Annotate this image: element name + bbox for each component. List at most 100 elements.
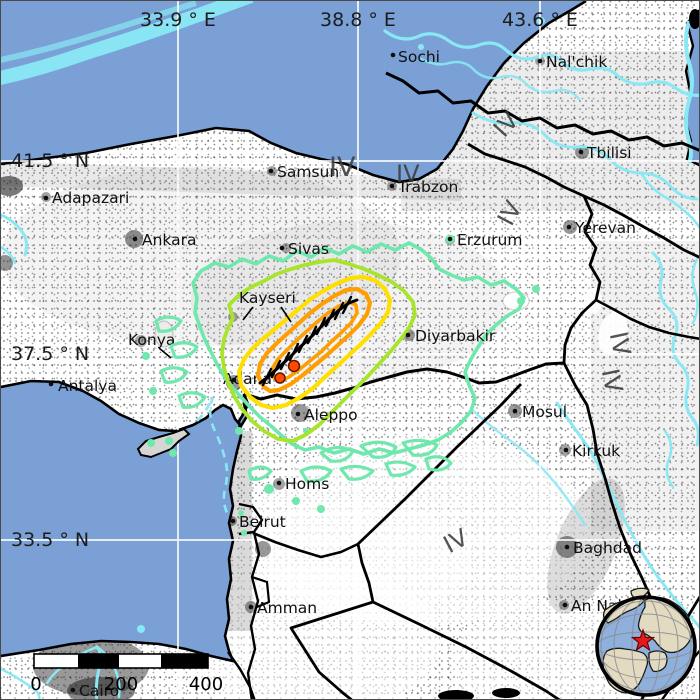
city-dot bbox=[447, 236, 453, 242]
city-label: Erzurum bbox=[457, 231, 522, 249]
city-label: Diyarbakir bbox=[415, 327, 496, 345]
border-caucasus bbox=[385, 71, 699, 152]
river-path bbox=[1, 245, 17, 265]
city-label: Konya bbox=[128, 331, 175, 349]
axis-label-lon: 43.6 ° E bbox=[502, 9, 578, 31]
city-dot bbox=[70, 687, 76, 693]
city-label: Beirut bbox=[239, 513, 286, 531]
blacksea-shelf-band bbox=[1, 1, 254, 86]
city-label: Baghdad bbox=[573, 539, 642, 557]
city-label: Yerevan bbox=[574, 219, 636, 237]
reservoir bbox=[492, 688, 520, 698]
river-path bbox=[651, 251, 699, 447]
axis-label-lat: 37.5 ° N bbox=[11, 343, 89, 365]
river-path bbox=[419, 57, 581, 101]
plate-boundary-dashed bbox=[196, 396, 229, 514]
label-leader-lines bbox=[158, 306, 292, 359]
city-label: Kirkuk bbox=[572, 442, 620, 460]
city-label: Nal'chik bbox=[546, 53, 607, 71]
epicenter-dot bbox=[274, 372, 286, 384]
border-jordan-zigzag bbox=[289, 543, 375, 699]
city-dot bbox=[563, 447, 569, 453]
city-dot bbox=[43, 195, 49, 201]
fault-hatches bbox=[261, 295, 353, 387]
scale-tick: 200 bbox=[104, 674, 138, 695]
city-label: Cairo bbox=[79, 682, 119, 700]
city-label: Sivas bbox=[288, 240, 329, 258]
city-label: Ankara bbox=[142, 231, 197, 249]
city-dot bbox=[390, 52, 396, 58]
border-israel-jordan bbox=[246, 531, 261, 699]
black-sea-coastline bbox=[1, 1, 587, 184]
city-dot bbox=[230, 518, 236, 524]
city-dot bbox=[564, 544, 570, 550]
reservoir bbox=[438, 690, 474, 699]
river-path bbox=[639, 171, 699, 230]
scale-bar-segment bbox=[78, 654, 119, 668]
blacksea-shelf-band2 bbox=[1, 1, 197, 63]
seas bbox=[1, 1, 699, 663]
river-path-tigris bbox=[555, 401, 699, 629]
river-path-euphrates bbox=[469, 407, 587, 527]
axis-label-lon: 38.8 ° E bbox=[320, 9, 396, 31]
city-dot bbox=[512, 408, 518, 414]
city-dot bbox=[389, 183, 395, 189]
axis-label-lat: 33.5 ° N bbox=[11, 529, 89, 551]
axis-label-lat: 41.5 ° N bbox=[11, 150, 89, 172]
border-syria-iraq bbox=[357, 383, 523, 546]
border-armenia-iran bbox=[562, 195, 602, 364]
city-dot bbox=[248, 604, 254, 610]
contour-intensity-iv bbox=[191, 241, 526, 456]
city-label: Sochi bbox=[398, 48, 440, 66]
epicenters bbox=[274, 359, 301, 384]
intensity-label: IV bbox=[396, 160, 420, 188]
epicenter-dot bbox=[287, 359, 301, 373]
river-path bbox=[95, 645, 121, 699]
border-westbank bbox=[251, 575, 271, 609]
scale-bar-segment bbox=[161, 654, 208, 668]
city-label: Tbilisi bbox=[586, 144, 632, 162]
globe-epicenter-star bbox=[630, 628, 656, 652]
river-path bbox=[471, 111, 699, 201]
border-lebanon bbox=[238, 502, 264, 536]
river-path bbox=[663, 429, 675, 489]
fault-rupture bbox=[258, 295, 359, 387]
river-path bbox=[383, 29, 699, 97]
coast-blob bbox=[689, 9, 699, 29]
city-label: Homs bbox=[285, 475, 329, 493]
border-syria-jordan bbox=[252, 531, 359, 559]
contour-intensity-vi bbox=[236, 274, 393, 411]
intensity-label: IV bbox=[329, 152, 356, 183]
city-dot bbox=[405, 332, 411, 338]
city-label: Mosul bbox=[522, 403, 567, 421]
scale-bar: 0 200 400 bbox=[30, 653, 223, 695]
city-label: Trabzon bbox=[397, 178, 458, 196]
river-path bbox=[691, 257, 699, 325]
rivers bbox=[1, 17, 699, 699]
city-dot bbox=[279, 245, 285, 251]
contour-intensity-v bbox=[220, 258, 417, 443]
intensity-contours bbox=[142, 234, 540, 536]
river-path bbox=[1, 213, 29, 257]
border-iraq-saudi bbox=[372, 600, 561, 699]
city-label: Samsun bbox=[277, 163, 339, 181]
border-egypt-israel bbox=[227, 651, 256, 699]
city-label: Antalya bbox=[58, 377, 117, 395]
city-dot bbox=[132, 236, 138, 242]
city-dot bbox=[48, 381, 54, 387]
border-azerbaijan-iran bbox=[595, 298, 699, 340]
city-markers bbox=[43, 52, 584, 693]
city-dot bbox=[566, 224, 572, 230]
axis-label-lon: 33.9 ° E bbox=[140, 9, 216, 31]
contour-intensity-viii bbox=[270, 300, 359, 383]
city-dot bbox=[276, 480, 282, 486]
globe-ring bbox=[595, 595, 697, 697]
city-dot bbox=[578, 149, 584, 155]
contour-intensity-vii bbox=[255, 286, 373, 394]
scale-tick: 400 bbox=[189, 674, 223, 695]
city-dot bbox=[268, 168, 274, 174]
mediterranean-sea bbox=[1, 381, 248, 661]
cyprus-island bbox=[136, 427, 191, 459]
city-label: Aleppo bbox=[304, 406, 358, 424]
